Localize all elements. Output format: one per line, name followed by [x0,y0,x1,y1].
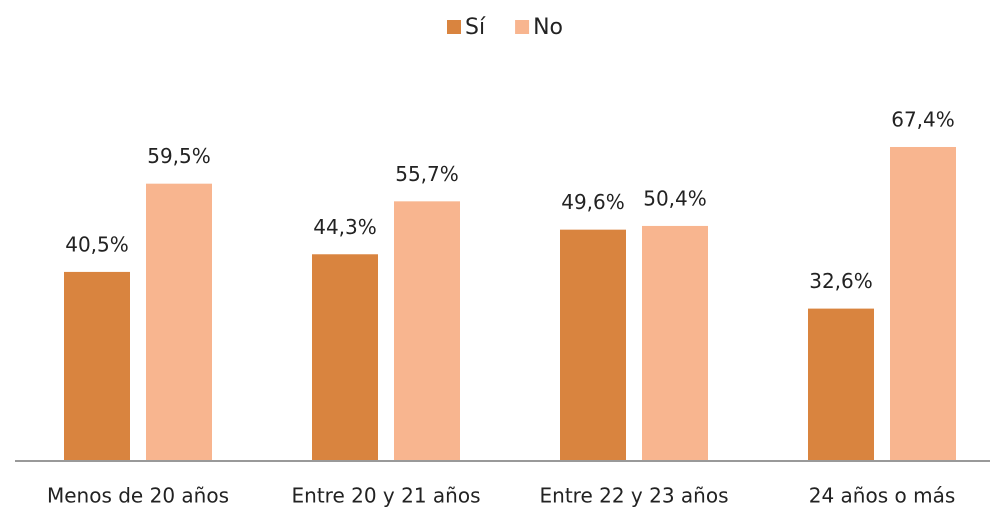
bar [146,183,212,460]
x-tick-label: Entre 22 y 23 años [540,484,729,508]
bar [312,254,378,460]
bar [64,271,130,460]
legend-swatch [447,20,461,34]
value-label: 50,4% [643,186,707,210]
x-tick-label: 24 años o más [809,484,956,508]
value-label: 44,3% [313,215,377,239]
legend-label: Sí [465,15,486,40]
value-label: 59,5% [147,144,211,168]
legend-label: No [533,15,563,40]
value-label: 67,4% [891,107,955,131]
x-tick-label: Menos de 20 años [47,484,229,508]
bar [890,146,956,461]
legend-swatch [515,20,530,34]
x-tick-label: Entre 20 y 21 años [292,484,481,508]
bar [808,308,874,460]
bar [394,201,460,460]
bar [560,229,626,460]
value-label: 49,6% [561,190,625,214]
value-label: 55,7% [395,162,459,186]
value-label: 40,5% [65,232,129,256]
bar [642,225,708,460]
value-label: 32,6% [809,269,873,293]
